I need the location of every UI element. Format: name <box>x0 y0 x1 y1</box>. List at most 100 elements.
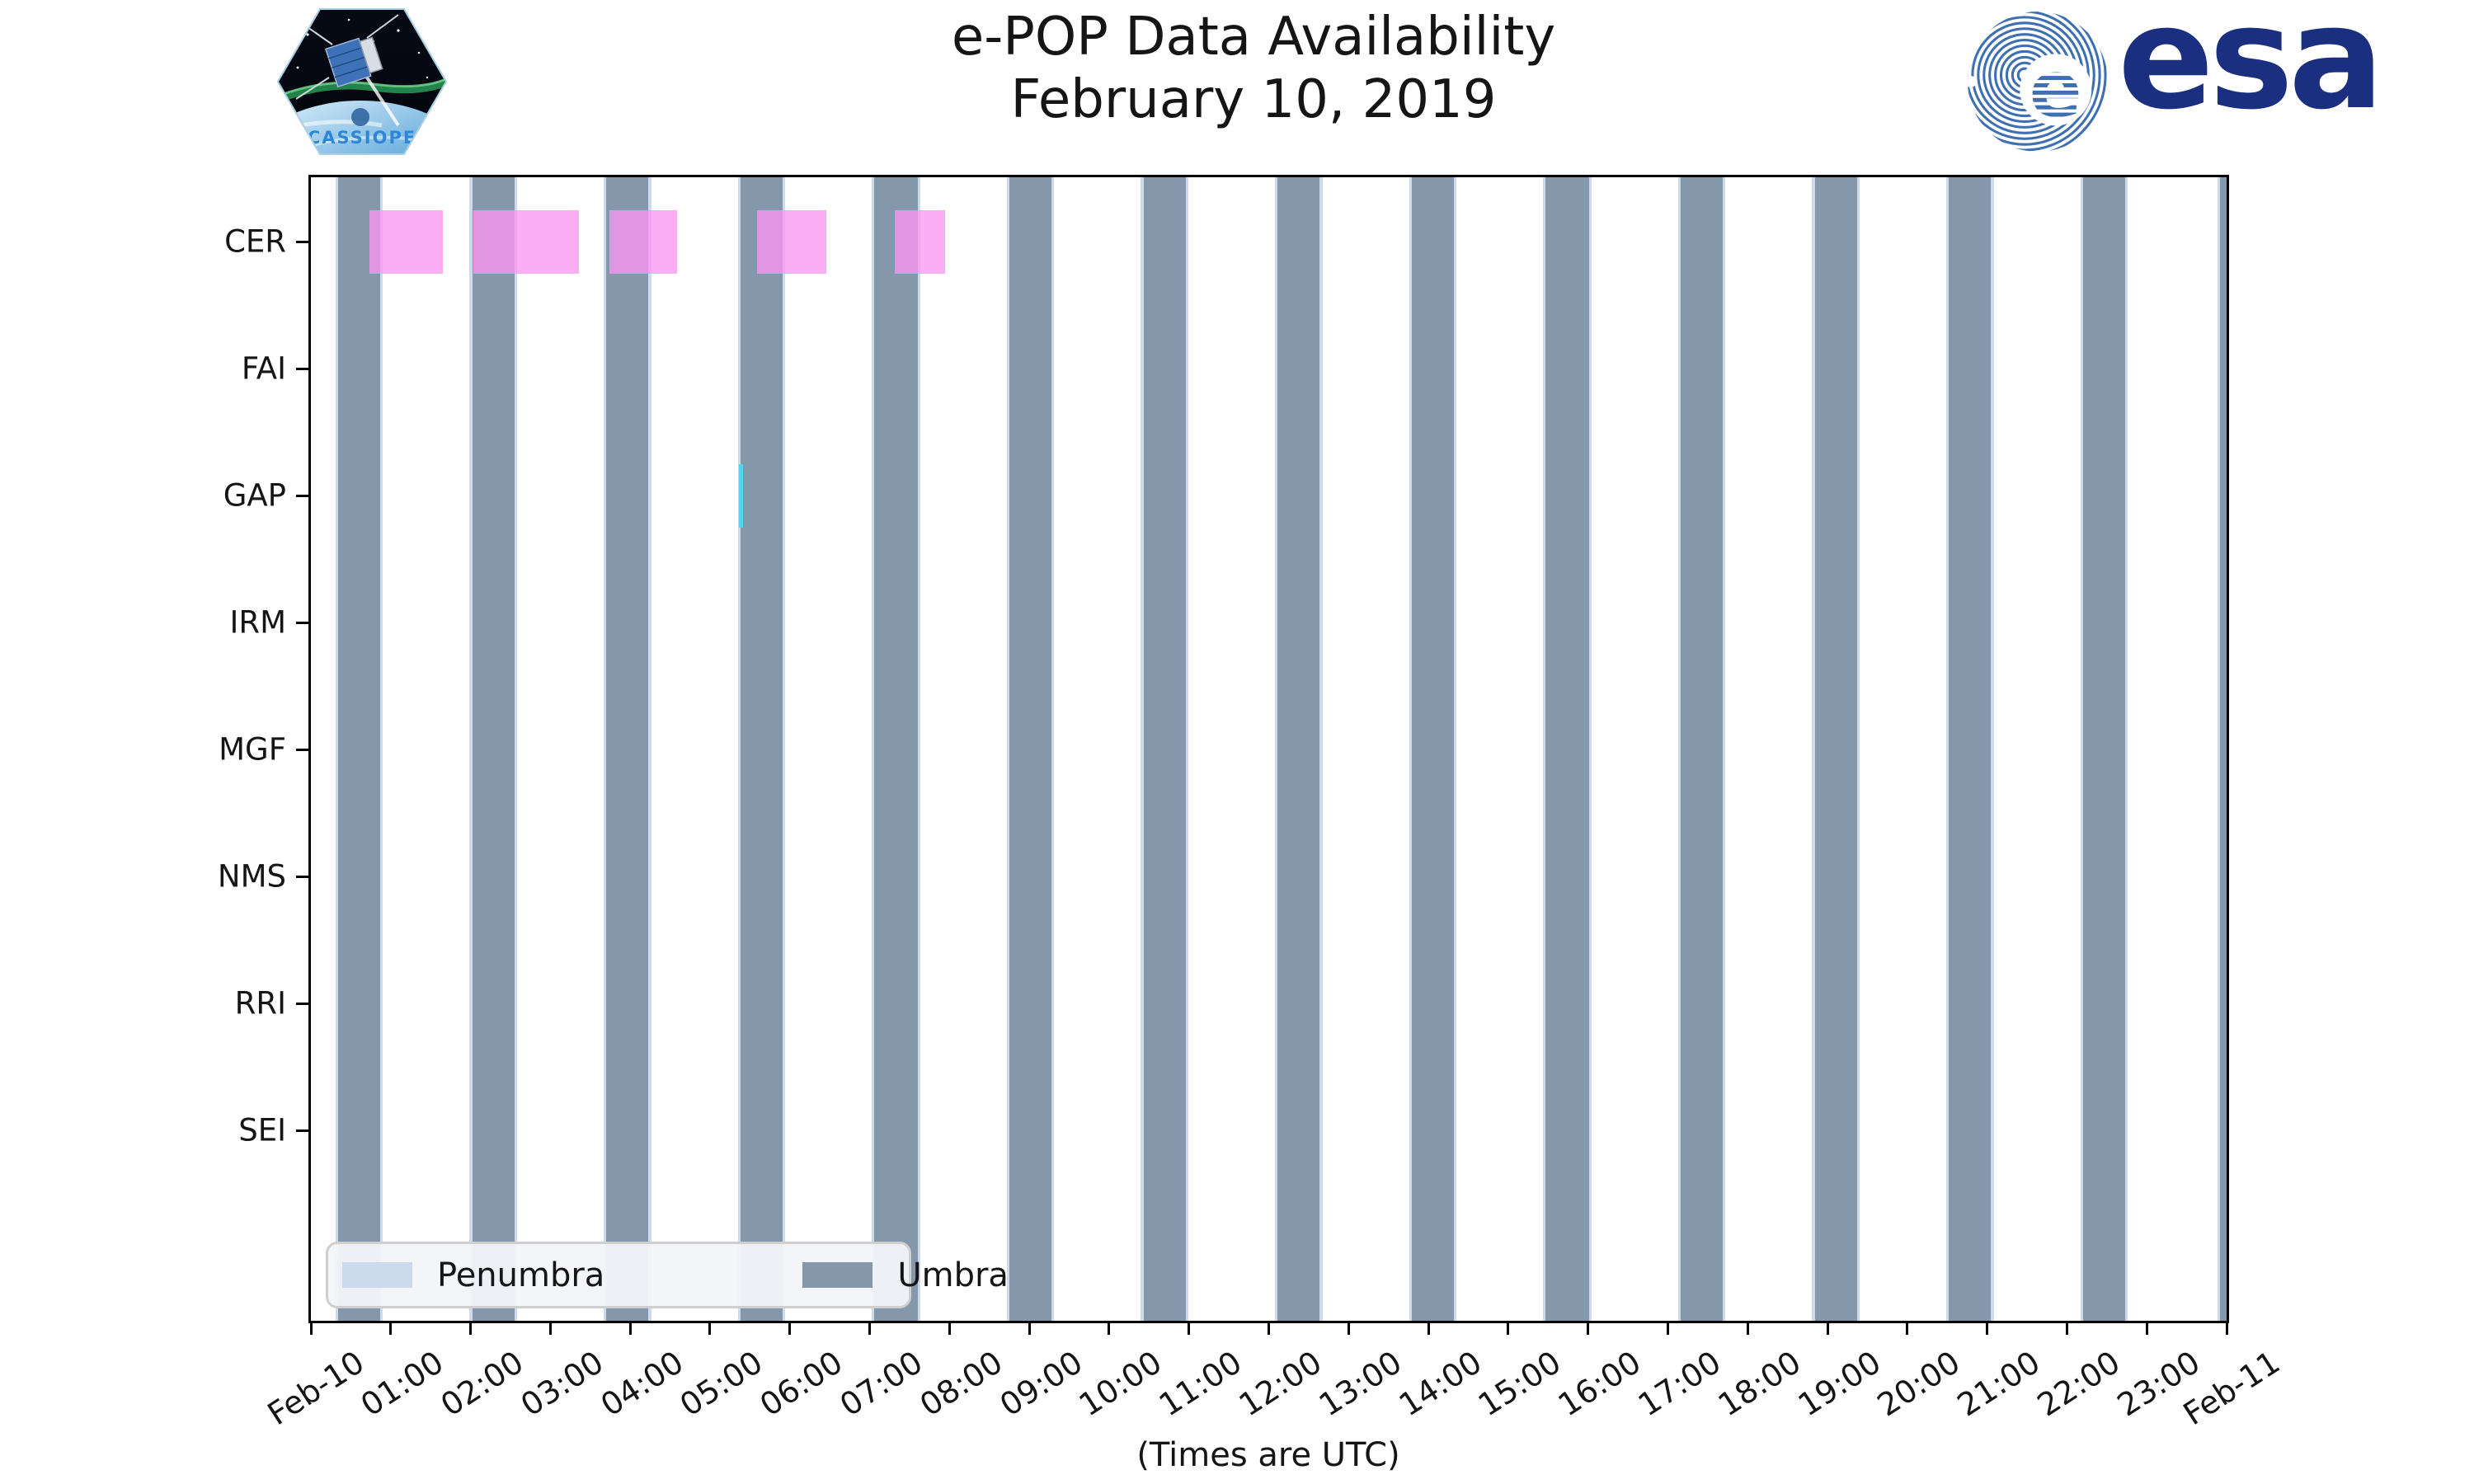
chart-subtitle: February 10, 2019 <box>1010 68 1497 130</box>
umbra-bar <box>1814 177 1857 1321</box>
penumbra-strip <box>335 177 338 1321</box>
x-tick <box>469 1322 473 1335</box>
umbra-bar <box>1277 177 1320 1321</box>
penumbra-strip <box>1543 177 1546 1321</box>
svg-text:e: e <box>2030 45 2082 135</box>
x-tick <box>1666 1322 1669 1335</box>
y-axis-label-nms: NMS <box>217 858 286 895</box>
umbra-bar <box>1680 177 1724 1321</box>
cassiope-mission-patch: CASSIOPE <box>275 2 449 162</box>
umbra-bar <box>2220 177 2227 1321</box>
penumbra-strip <box>469 177 473 1321</box>
penumbra-strip <box>2218 177 2221 1321</box>
penumbra-strip <box>1812 177 1815 1321</box>
penumbra-strip <box>737 177 741 1321</box>
x-tick-label: 20:00 <box>1870 1344 1967 1424</box>
umbra-bar <box>606 177 649 1321</box>
esa-logo: e esa <box>1964 0 2384 159</box>
y-tick <box>296 876 311 878</box>
umbra-bar <box>740 177 783 1321</box>
legend: Penumbra Umbra <box>326 1242 1009 1308</box>
x-tick <box>1587 1322 1590 1335</box>
x-tick-label: 22:00 <box>2030 1344 2127 1424</box>
x-tick <box>868 1322 872 1335</box>
chart-title-block: e-POP Data Availability February 10, 201… <box>952 7 1555 131</box>
legend-swatch-umbra <box>802 1262 873 1288</box>
cer-availability-bar <box>894 209 946 274</box>
x-tick <box>1986 1322 1989 1335</box>
legend-label-umbra: Umbra <box>897 1256 1009 1294</box>
penumbra-strip <box>2080 177 2083 1321</box>
umbra-bar <box>874 177 918 1321</box>
cer-availability-bar <box>757 209 827 274</box>
x-tick-label: 11:00 <box>1152 1344 1249 1424</box>
umbra-bar <box>2082 177 2126 1321</box>
cassiope-patch-icon: CASSIOPE <box>276 8 448 155</box>
y-tick <box>296 1129 311 1132</box>
umbra-bar <box>472 177 515 1321</box>
x-tick-label: 03:00 <box>514 1344 610 1424</box>
y-axis-label-cer: CER <box>224 223 286 260</box>
x-tick-label: 17:00 <box>1631 1344 1728 1424</box>
y-axis-label-irm: IRM <box>229 604 286 641</box>
x-tick-label: 18:00 <box>1711 1344 1808 1424</box>
penumbra-strip <box>872 177 875 1321</box>
penumbra-strip <box>1723 177 1726 1321</box>
x-tick-label: 01:00 <box>354 1344 450 1424</box>
x-tick <box>548 1322 552 1335</box>
umbra-bar <box>1545 177 1589 1321</box>
cer-availability-bar <box>473 209 580 274</box>
x-tick <box>2225 1322 2228 1335</box>
legend-swatch-penumbra <box>342 1262 412 1288</box>
cer-availability-bar <box>369 209 443 274</box>
x-tick-label: 15:00 <box>1472 1344 1568 1424</box>
cer-availability-bar <box>609 209 678 274</box>
x-tick-label: 16:00 <box>1551 1344 1648 1424</box>
penumbra-strip <box>1991 177 1994 1321</box>
x-tick-label: 08:00 <box>913 1344 1009 1424</box>
x-tick <box>628 1322 632 1335</box>
penumbra-strip <box>648 177 651 1321</box>
x-tick <box>1028 1322 1031 1335</box>
penumbra-strip <box>783 177 786 1321</box>
esa-wordmark: esa <box>2118 0 2384 141</box>
x-tick-label: 04:00 <box>594 1344 690 1424</box>
x-tick-label: 05:00 <box>674 1344 769 1424</box>
x-tick-label: 21:00 <box>1950 1344 2047 1424</box>
x-tick-label: 02:00 <box>434 1344 530 1424</box>
x-tick <box>309 1322 313 1335</box>
x-tick <box>2065 1322 2068 1335</box>
penumbra-strip <box>1856 177 1860 1321</box>
chart-title: e-POP Data Availability <box>951 7 1556 68</box>
y-tick <box>296 749 311 751</box>
x-tick-label: 09:00 <box>993 1344 1089 1424</box>
penumbra-strip <box>2125 177 2128 1321</box>
y-tick <box>296 495 311 497</box>
x-tick <box>788 1322 792 1335</box>
penumbra-strip <box>1051 177 1055 1321</box>
y-axis-label-sei: SEI <box>238 1112 286 1148</box>
penumbra-strip <box>1454 177 1457 1321</box>
x-tick <box>1746 1322 1749 1335</box>
x-tick <box>708 1322 712 1335</box>
xaxis-caption: (Times are UTC) <box>1136 1436 1400 1474</box>
penumbra-strip <box>1006 177 1009 1321</box>
penumbra-strip <box>514 177 517 1321</box>
penumbra-strip <box>1677 177 1681 1321</box>
y-tick <box>296 622 311 624</box>
x-tick-label: 12:00 <box>1232 1344 1329 1424</box>
legend-label-penumbra: Penumbra <box>437 1256 605 1294</box>
x-tick-label: Feb-10 <box>261 1344 370 1433</box>
x-tick <box>1108 1322 1111 1335</box>
x-tick <box>1906 1322 1909 1335</box>
penumbra-strip <box>1945 177 1950 1321</box>
penumbra-strip <box>1185 177 1189 1321</box>
penumbra-strip <box>380 177 383 1321</box>
penumbra-strip <box>603 177 607 1321</box>
penumbra-strip <box>1319 177 1323 1321</box>
x-tick <box>389 1322 393 1335</box>
penumbra-strip <box>1588 177 1592 1321</box>
umbra-bar <box>1143 177 1186 1321</box>
x-tick <box>1347 1322 1350 1335</box>
